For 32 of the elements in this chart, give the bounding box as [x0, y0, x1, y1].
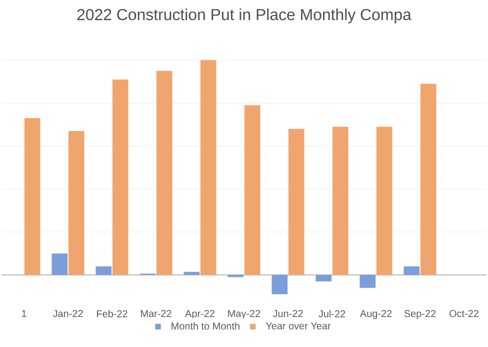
legend-label: Year over Year	[266, 322, 331, 330]
bar	[184, 272, 200, 275]
legend-label: Month to Month	[172, 322, 240, 330]
x-tick-label: Aug-22	[360, 310, 392, 320]
bar	[156, 70, 172, 275]
x-tick-label: Jun-22	[272, 310, 303, 318]
bar	[420, 84, 436, 275]
bar	[96, 266, 112, 275]
bar	[404, 266, 420, 275]
x-tick-label: Oct-22	[450, 310, 478, 318]
x-tick-label: Feb-22	[97, 310, 128, 318]
x-tick-label: Apr-22	[185, 310, 214, 320]
bar	[228, 274, 244, 278]
chart-title: 2022 Construction Put in Place Monthly Compa	[77, 8, 412, 24]
bar	[244, 105, 260, 275]
x-tick-label: May-22	[228, 310, 260, 320]
x-tick-label: Sep-22	[404, 310, 436, 320]
bar	[272, 274, 288, 294]
x-tick-label: Mar-22	[141, 310, 172, 318]
bar	[52, 253, 68, 275]
x-tick-label: Jan-22	[52, 310, 83, 318]
bar	[376, 126, 392, 275]
x-tick-label: Jul-22	[318, 310, 346, 318]
bar	[332, 126, 348, 275]
bar	[24, 118, 40, 275]
bar	[112, 80, 128, 275]
bar	[360, 274, 376, 288]
bar	[200, 60, 216, 275]
bar	[316, 274, 332, 282]
bar	[288, 128, 304, 275]
x-tick-label: 1	[22, 310, 26, 317]
bar	[68, 131, 84, 275]
